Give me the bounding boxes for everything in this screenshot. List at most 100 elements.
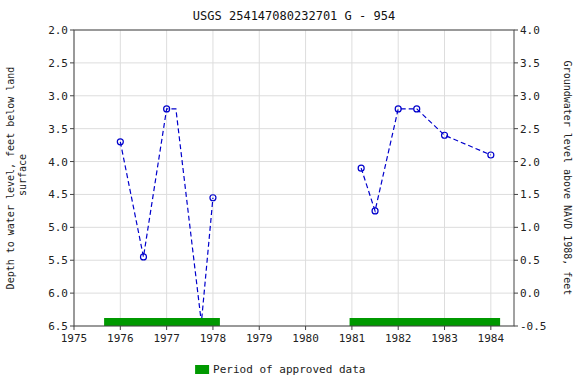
x-tick-label: 1980 xyxy=(292,332,319,345)
marker xyxy=(210,195,216,201)
y2-tick-label: 1.0 xyxy=(520,221,540,234)
legend-label: Period of approved data xyxy=(213,363,365,376)
marker xyxy=(164,106,170,112)
grid-line-y xyxy=(74,260,514,261)
approved-period xyxy=(350,318,501,326)
y2-tick-label: 0.0 xyxy=(520,287,540,300)
y-axis: 2.02.53.03.54.04.55.05.56.06.5 xyxy=(48,24,74,333)
y2-tick xyxy=(514,194,518,195)
y2-tick-label: 2.0 xyxy=(520,156,540,169)
grid-line-y xyxy=(74,227,514,228)
grid-line-y xyxy=(74,194,514,195)
y2-tick-label: 1.5 xyxy=(520,188,540,201)
background xyxy=(0,0,576,384)
grid-line-x xyxy=(490,30,491,326)
x-tick xyxy=(120,326,121,330)
x-tick-label: 1983 xyxy=(431,332,458,345)
legend: Period of approved data xyxy=(195,363,365,376)
y-tick xyxy=(70,128,74,129)
marker xyxy=(117,139,123,145)
y-tick xyxy=(70,30,74,31)
y-tick xyxy=(70,95,74,96)
grid-line-y xyxy=(74,128,514,129)
x-tick-label: 1976 xyxy=(107,332,134,345)
grid xyxy=(74,30,514,326)
y2-tick-label: 0.5 xyxy=(520,254,540,267)
y2-tick-label: 4.0 xyxy=(520,24,540,37)
y-tick-label: 4.5 xyxy=(48,188,68,201)
x-tick xyxy=(212,326,213,330)
y-tick-label: 3.5 xyxy=(48,123,68,136)
line xyxy=(120,109,213,323)
y2-tick-label: 3.5 xyxy=(520,57,540,70)
grid-line-x xyxy=(166,30,167,326)
plot-frame xyxy=(74,30,514,326)
y2-axis-label: Groundwater level above NAVD 1988, feet xyxy=(562,61,573,296)
y-axis-label-line: surface xyxy=(17,154,28,202)
approved-period xyxy=(104,318,220,326)
x-tick-label: 1977 xyxy=(153,332,180,345)
marker xyxy=(414,106,420,112)
x-tick xyxy=(444,326,445,330)
y-tick-label: 2.0 xyxy=(48,24,68,37)
y2-tick xyxy=(514,326,518,327)
y-tick xyxy=(70,227,74,228)
grid-line-y xyxy=(74,293,514,294)
y2-tick xyxy=(514,128,518,129)
y-axis-label-line: Depth to water level, feet below land xyxy=(5,67,16,290)
line xyxy=(361,109,491,211)
y2-tick xyxy=(514,62,518,63)
grid-line-x xyxy=(120,30,121,326)
marker xyxy=(395,106,401,112)
x-tick xyxy=(490,326,491,330)
y2-tick xyxy=(514,95,518,96)
plot-area xyxy=(104,106,500,326)
y-tick xyxy=(70,293,74,294)
x-tick xyxy=(74,326,75,330)
x-tick xyxy=(351,326,352,330)
x-tick xyxy=(305,326,306,330)
marker xyxy=(140,254,146,260)
x-tick-label: 1984 xyxy=(478,332,505,345)
y2-tick-label: -0.5 xyxy=(520,320,547,333)
y2-tick xyxy=(514,227,518,228)
y-tick xyxy=(70,326,74,327)
y-tick-label: 4.0 xyxy=(48,156,68,169)
y-tick xyxy=(70,194,74,195)
y-tick-label: 5.0 xyxy=(48,221,68,234)
marker xyxy=(358,165,364,171)
x-tick xyxy=(259,326,260,330)
grid-line-x xyxy=(351,30,352,326)
x-tick-label: 1982 xyxy=(385,332,412,345)
y2-axis: 4.0 3.5 3.0 2.5 2.0 1.5 1.0 0.5 0.0 -0.5 xyxy=(514,24,547,333)
y2-tick xyxy=(514,30,518,31)
y-axis-label: Depth to water level, feet below land su… xyxy=(5,67,28,290)
y-tick xyxy=(70,161,74,162)
x-tick-label: 1978 xyxy=(200,332,227,345)
title: USGS 254147080232701 G - 954 xyxy=(193,9,395,23)
x-tick xyxy=(166,326,167,330)
y-tick-label: 5.5 xyxy=(48,254,68,267)
y-tick-label: 2.5 xyxy=(48,57,68,70)
y2-tick xyxy=(514,161,518,162)
y2-tick xyxy=(514,293,518,294)
grid-line-x xyxy=(398,30,399,326)
x-tick xyxy=(398,326,399,330)
grid-line-x xyxy=(212,30,213,326)
x-axis: 1975197619771978197919801981198219831984 xyxy=(61,326,505,345)
y2-tick-label: 2.5 xyxy=(520,123,540,136)
y-tick-label: 3.0 xyxy=(48,90,68,103)
grid-line-x xyxy=(444,30,445,326)
marker xyxy=(488,152,494,158)
marker xyxy=(372,208,378,214)
x-tick-label: 1979 xyxy=(246,332,273,345)
chart: 1975197619771978197919801981198219831984… xyxy=(0,0,576,384)
marker xyxy=(442,132,448,138)
y2-tick-label: 3.0 xyxy=(520,90,540,103)
grid-line-y xyxy=(74,95,514,96)
grid-line-x xyxy=(259,30,260,326)
y-tick-label: 6.0 xyxy=(48,287,68,300)
x-tick-label: 1975 xyxy=(61,332,88,345)
y-tick xyxy=(70,260,74,261)
y2-tick xyxy=(514,260,518,261)
